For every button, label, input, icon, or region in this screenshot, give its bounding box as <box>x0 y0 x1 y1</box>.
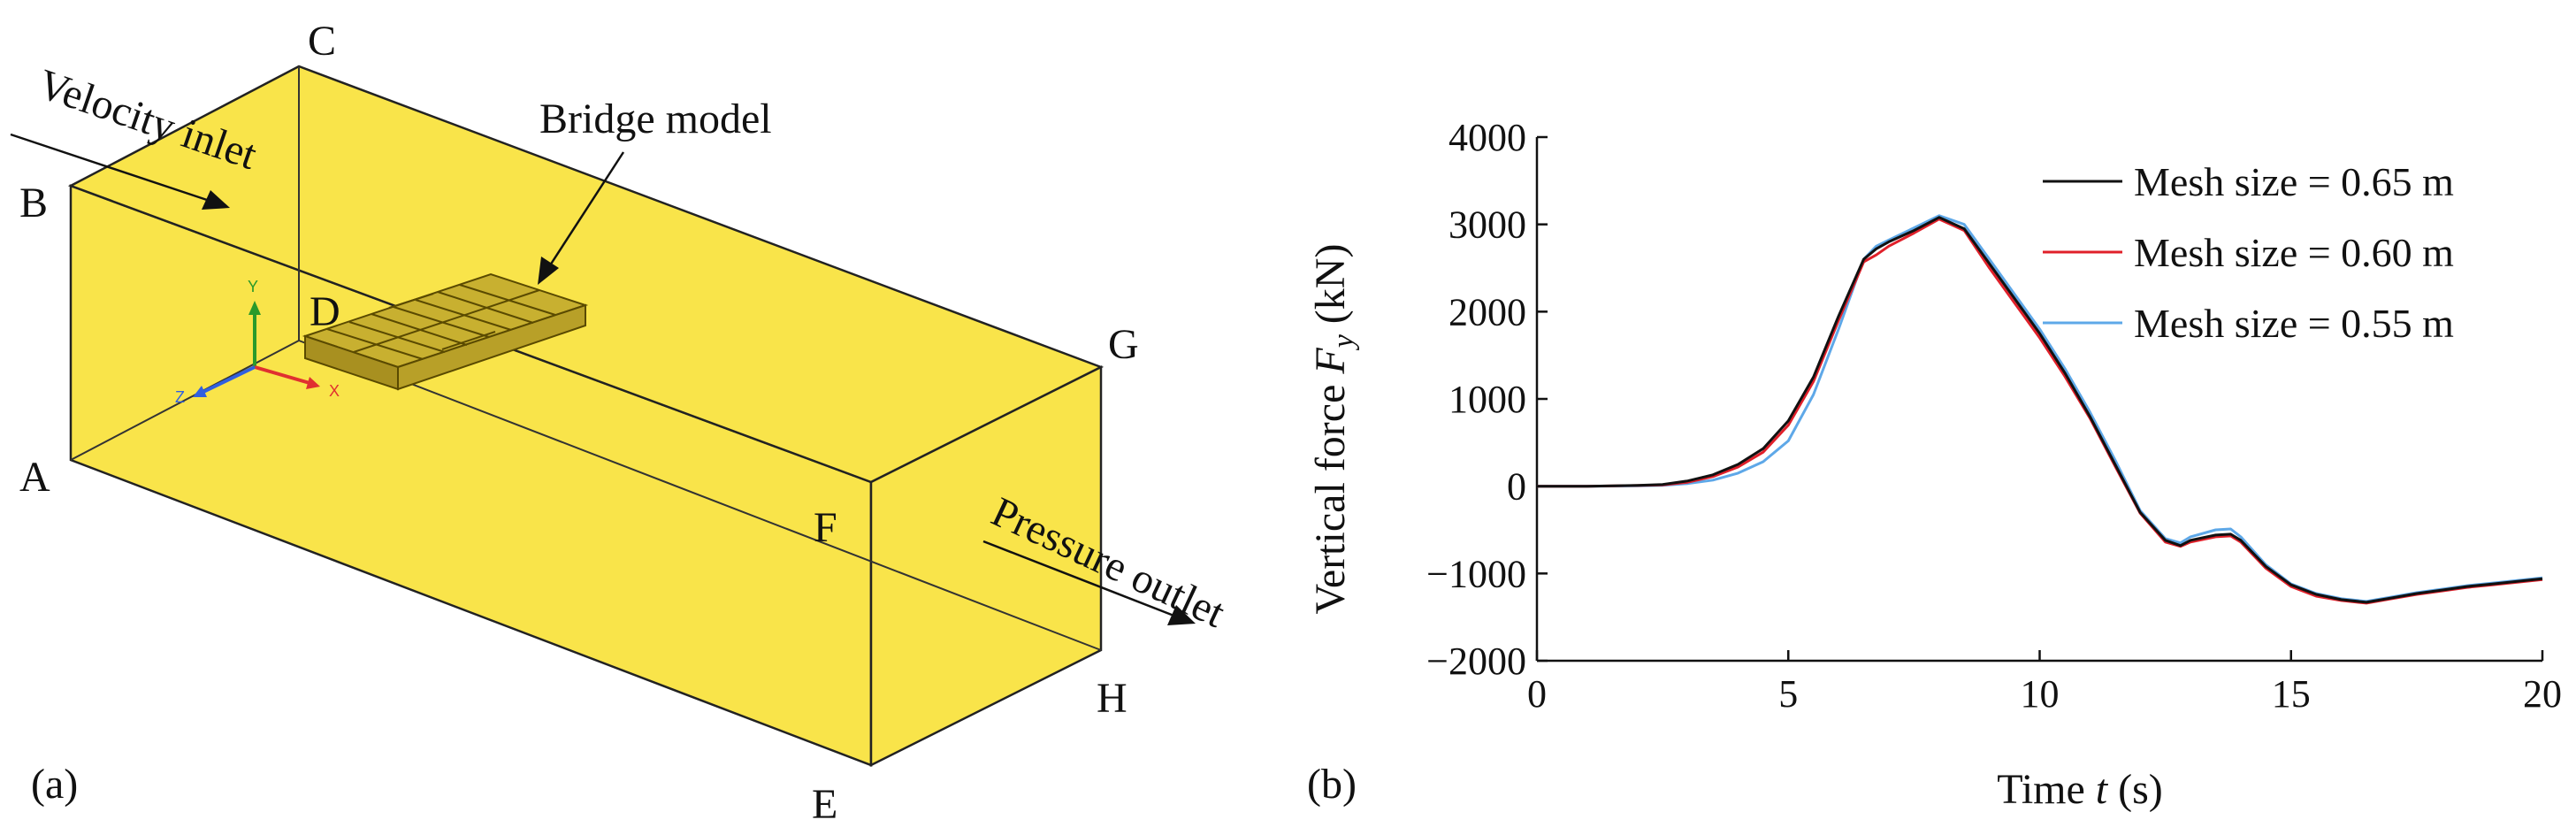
panel-b: 0 5 10 15 20 −2000 −1000 0 1000 2000 3000 4000 Mesh … <box>1307 116 2562 813</box>
series-line-2 <box>1537 218 2543 605</box>
bridge-model-arrowhead-icon <box>538 257 559 285</box>
bridge-model <box>302 272 589 391</box>
y-tick-label: 4000 <box>1449 116 1526 159</box>
x-tick-label: 5 <box>1778 672 1798 716</box>
triad-z-axis <box>203 365 256 394</box>
y-tick-label: −1000 <box>1426 552 1526 595</box>
triad-x-label: X <box>329 382 340 400</box>
panel-b-label: (b) <box>1307 761 1357 808</box>
y-tick-label: 2000 <box>1449 290 1526 333</box>
pressure-outlet-arrowhead-icon <box>1167 605 1196 625</box>
y-tick-label: 3000 <box>1449 203 1526 247</box>
y-tick-label: 0 <box>1507 465 1526 509</box>
legend-label-3: Mesh size = 0.55 m <box>2134 301 2454 346</box>
hidden-edge-dh <box>298 340 1102 651</box>
x-tick-label: 10 <box>2021 672 2060 716</box>
vertex-label-h: H <box>1097 675 1127 722</box>
legend-label-2: Mesh size = 0.60 m <box>2134 230 2454 275</box>
y-axis-title: Vertical force Fy (kN) <box>1307 244 1360 615</box>
triad-y-arrow-icon <box>248 301 261 315</box>
pressure-outlet-arrow <box>982 540 1177 618</box>
hidden-edge-ad <box>70 340 300 461</box>
panel-a-label: (a) <box>31 761 78 808</box>
bridge-model-arrow <box>548 151 625 266</box>
chart-plot-area: 0 5 10 15 20 −2000 −1000 0 1000 2000 3000 4000 Mesh … <box>1426 116 2562 716</box>
vertex-label-c: C <box>308 18 336 65</box>
x-axis-title: Time t (s) <box>1997 766 2163 813</box>
bridge-model-label: Bridge model <box>539 96 772 142</box>
vertex-label-g: G <box>1108 321 1139 368</box>
axis-triad: Y X Z <box>175 278 340 406</box>
series-line-1 <box>1537 216 2543 604</box>
y-tick-label: −2000 <box>1426 640 1526 683</box>
vertex-label-a: A <box>19 454 50 501</box>
vertex-label-f: F <box>814 504 837 551</box>
x-tick-label: 15 <box>2272 672 2311 716</box>
triad-z-label: Z <box>175 388 185 406</box>
panel-a: A B C D E F G H Velocity inlet Pressure … <box>10 18 1233 828</box>
velocity-inlet-arrowhead-icon <box>202 190 230 210</box>
legend-label-1: Mesh size = 0.65 m <box>2134 159 2454 204</box>
triad-x-axis <box>254 365 310 385</box>
velocity-inlet-arrow <box>10 133 213 203</box>
x-tick-label: 0 <box>1527 672 1547 716</box>
triad-z-arrow-icon <box>193 386 207 397</box>
vertex-label-e: E <box>812 781 837 828</box>
x-tick-label: 20 <box>2523 672 2562 716</box>
vertex-label-b: B <box>19 180 48 226</box>
y-tick-label: 1000 <box>1449 378 1526 421</box>
triad-x-arrow-icon <box>306 377 320 389</box>
triad-y-label: Y <box>248 278 258 295</box>
